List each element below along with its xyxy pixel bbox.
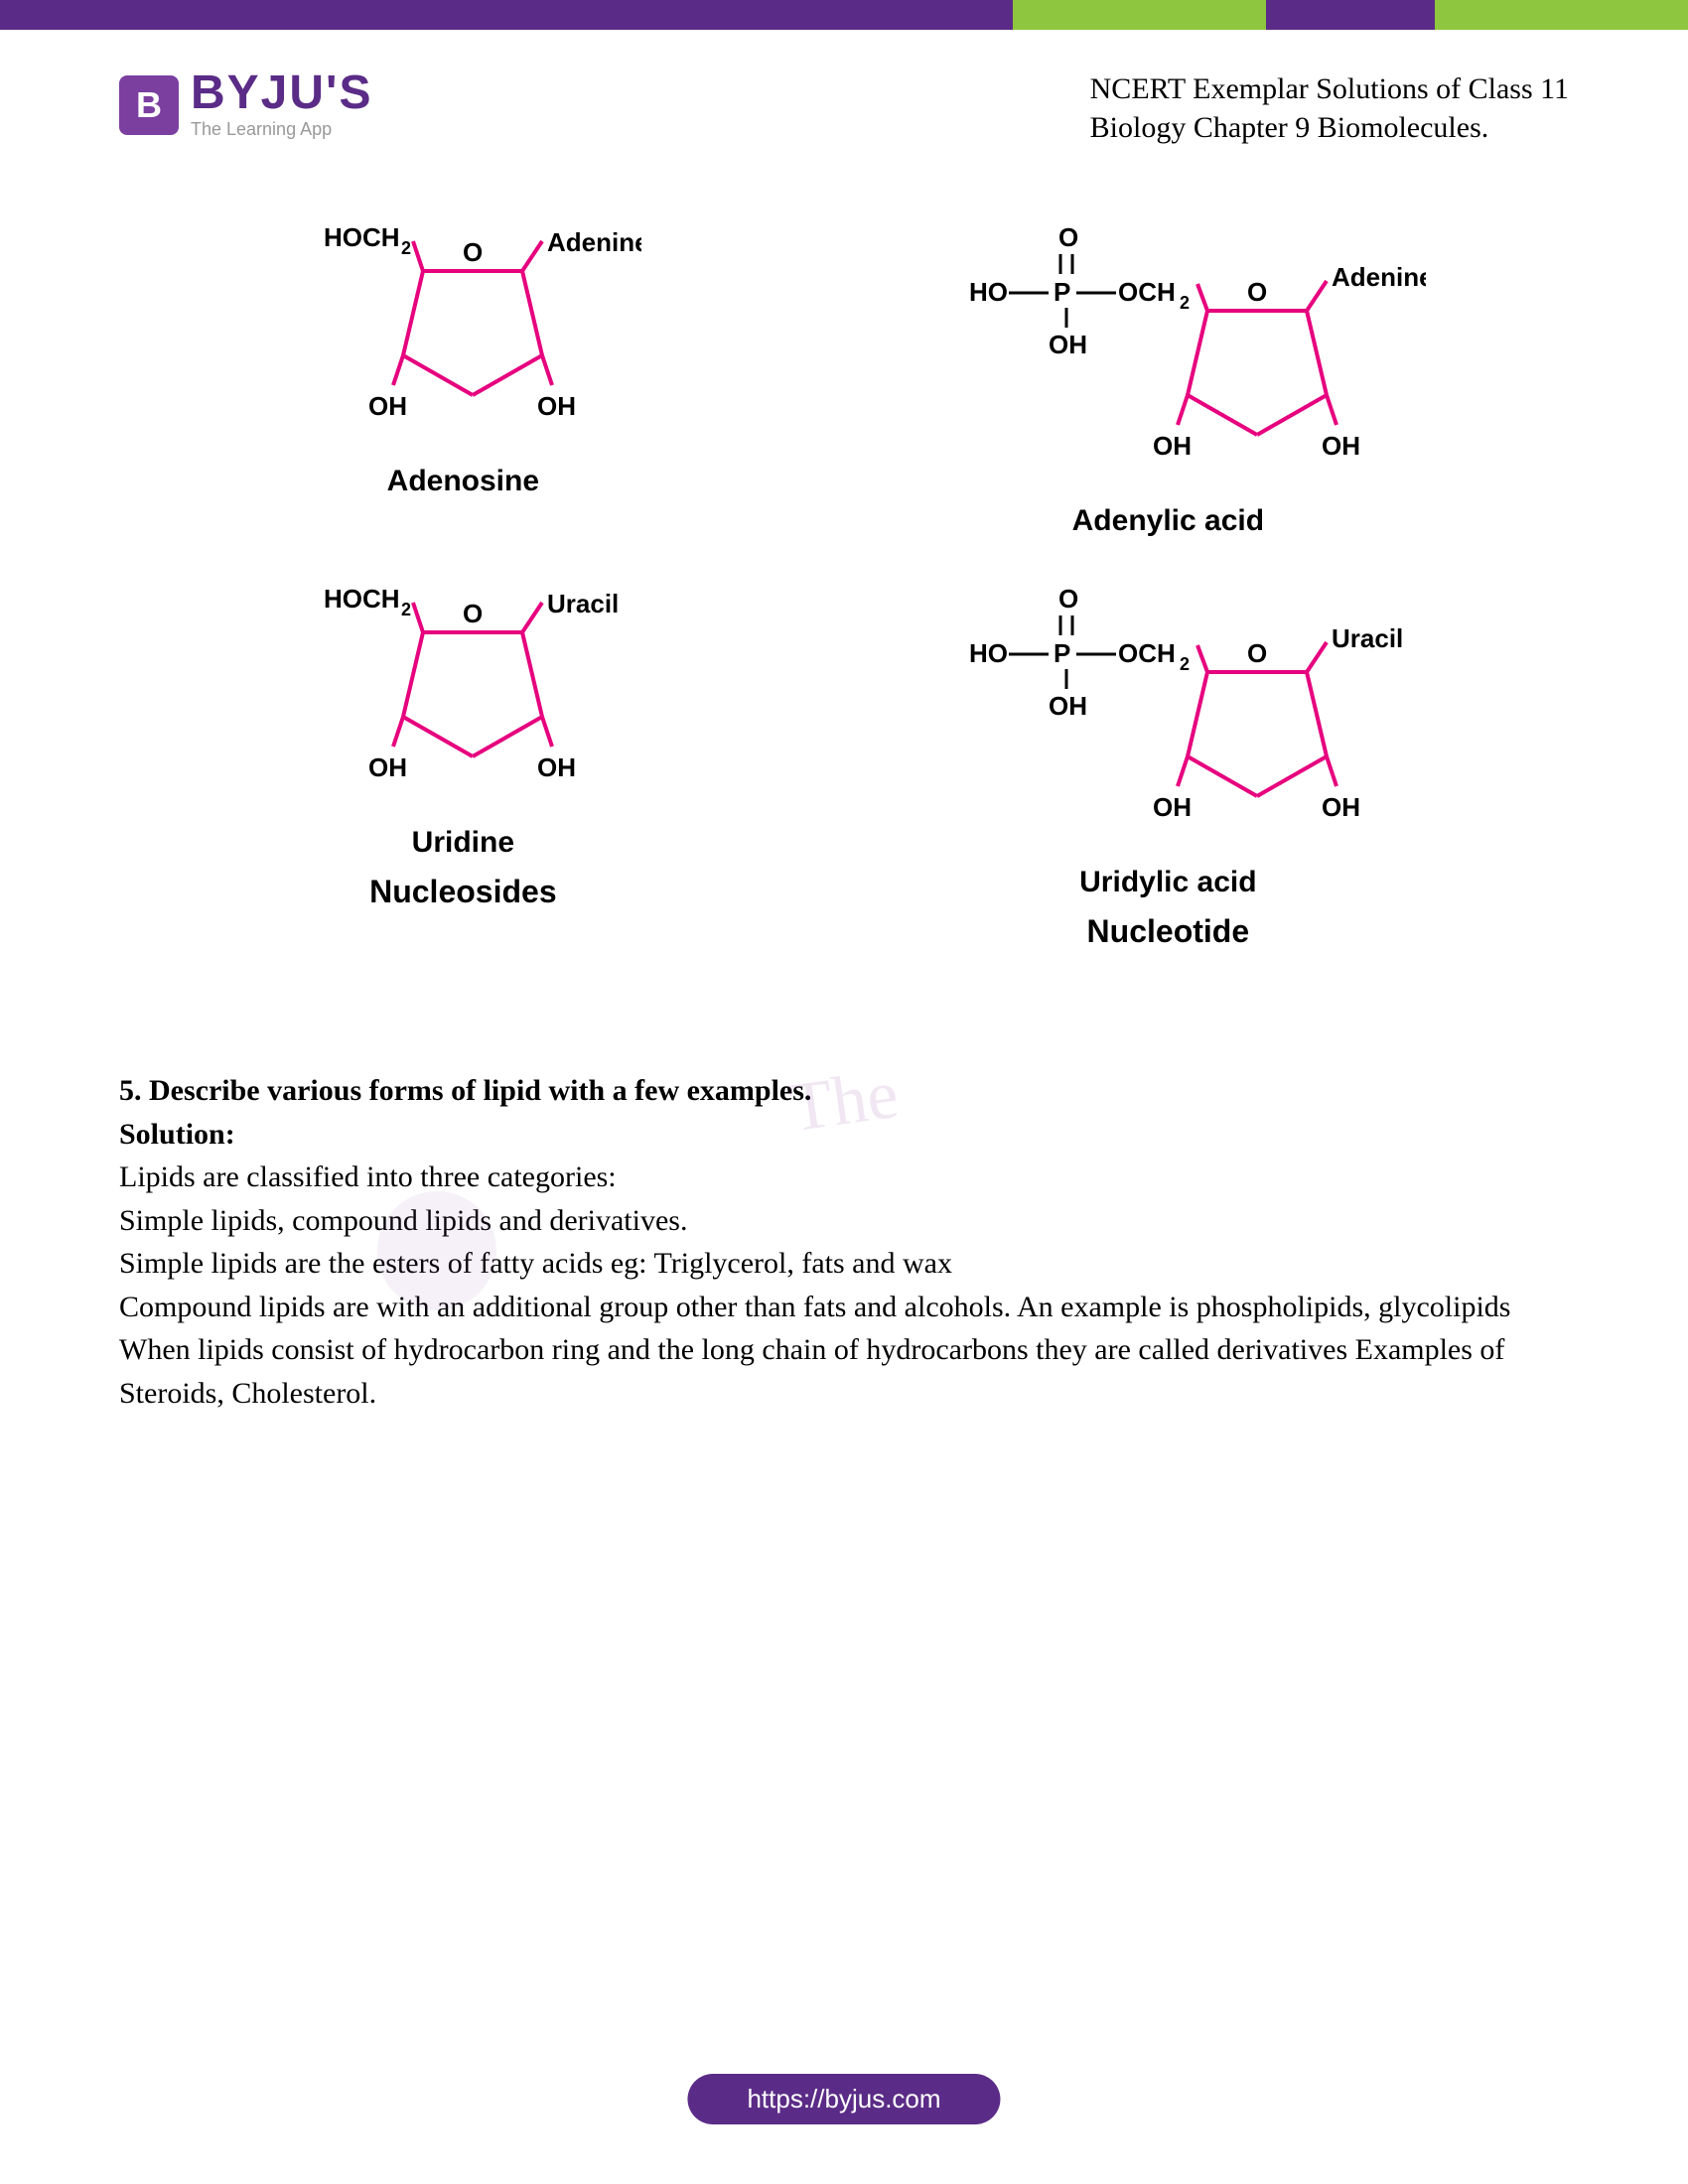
diagram-grid: HOCH 2 O Adenine OH OH Adenosine O HO P … (119, 187, 1569, 1029)
solution-line: Compound lipids are with an additional g… (119, 1286, 1569, 1329)
logo-main-text: BYJU'S (191, 69, 372, 117)
atom-oh: OH (1153, 431, 1192, 461)
atom-o: O (463, 237, 483, 267)
group-right-label: Nucleotide (1087, 913, 1250, 950)
molecule-uridylic-acid: O HO P OCH 2 OH O (910, 578, 1426, 950)
atom-oh: OH (1049, 691, 1087, 721)
top-accent-bar (0, 0, 1688, 30)
uridine-svg: HOCH 2 O Uracil OH OH (284, 578, 641, 816)
adenosine-svg: HOCH 2 O Adenine OH OH (284, 216, 641, 455)
solution-line: Simple lipids, compound lipids and deriv… (119, 1199, 1569, 1243)
solution-line: Lipids are classified into three categor… (119, 1156, 1569, 1199)
group-left-label: Nucleosides (369, 874, 557, 910)
base-label: Uracil (1332, 623, 1403, 653)
atom-o: O (1247, 638, 1267, 668)
atom-oh: OH (1322, 792, 1360, 822)
molecule-adenosine: HOCH 2 O Adenine OH OH Adenosine (284, 216, 641, 538)
atom-oh: OH (1322, 431, 1360, 461)
atom-o: O (1058, 584, 1078, 614)
molecule-name: Uridine (412, 826, 514, 860)
atom-sub: 2 (1180, 293, 1190, 313)
atom-oh: OH (1049, 330, 1087, 359)
atom-sub: 2 (1180, 654, 1190, 674)
molecule-name: Adenosine (387, 465, 539, 498)
molecule-adenylic-acid: O HO P OCH 2 OH O (910, 216, 1426, 538)
atom-label: HOCH (324, 584, 400, 614)
atom-p: P (1054, 638, 1070, 668)
molecule-name: Uridylic acid (1079, 866, 1256, 899)
logo: B BYJU'S The Learning App (119, 69, 372, 140)
question-block: 5. Describe various forms of lipid with … (119, 1069, 1569, 1415)
atom-och2: OCH (1118, 638, 1176, 668)
uridylic-svg: O HO P OCH 2 OH O (910, 578, 1426, 856)
question-text: Describe various forms of lipid with a f… (149, 1074, 811, 1107)
atom-oh: OH (368, 752, 407, 782)
base-label: Uracil (547, 589, 619, 618)
atom-och2: OCH (1118, 277, 1176, 307)
atom-o: O (463, 599, 483, 628)
atom-sub: 2 (401, 600, 411, 619)
atom-label: HOCH (324, 222, 400, 252)
base-label: Adenine (547, 227, 641, 257)
solution-line: When lipids consist of hydrocarbon ring … (119, 1328, 1569, 1415)
atom-sub: 2 (401, 238, 411, 258)
atom-o: O (1058, 222, 1078, 252)
doc-title-line1: NCERT Exemplar Solutions of Class 11 (1090, 69, 1569, 108)
atom-oh: OH (368, 391, 407, 421)
atom-o: O (1247, 277, 1267, 307)
document-title: NCERT Exemplar Solutions of Class 11 Bio… (1090, 69, 1569, 147)
logo-sub-text: The Learning App (191, 119, 372, 140)
solution-label: Solution: (119, 1113, 1569, 1157)
adenylic-svg: O HO P OCH 2 OH O (910, 216, 1426, 494)
footer-url-pill[interactable]: https://byjus.com (687, 2074, 1000, 2124)
doc-title-line2: Biology Chapter 9 Biomolecules. (1090, 108, 1569, 147)
solution-line: Simple lipids are the esters of fatty ac… (119, 1242, 1569, 1286)
logo-icon: B (119, 75, 179, 135)
page-header: B BYJU'S The Learning App NCERT Exemplar… (0, 30, 1688, 167)
atom-ho: HO (969, 277, 1008, 307)
question-number: 5. (119, 1074, 142, 1107)
molecule-uridine: HOCH 2 O Uracil OH OH Uridine Nucleoside… (284, 578, 641, 950)
base-label: Adenine (1332, 262, 1426, 292)
atom-p: P (1054, 277, 1070, 307)
atom-oh: OH (1153, 792, 1192, 822)
atom-oh: OH (537, 391, 576, 421)
atom-ho: HO (969, 638, 1008, 668)
content-area: HOCH 2 O Adenine OH OH Adenosine O HO P … (0, 167, 1688, 1454)
atom-oh: OH (537, 752, 576, 782)
molecule-name: Adenylic acid (1072, 504, 1264, 538)
